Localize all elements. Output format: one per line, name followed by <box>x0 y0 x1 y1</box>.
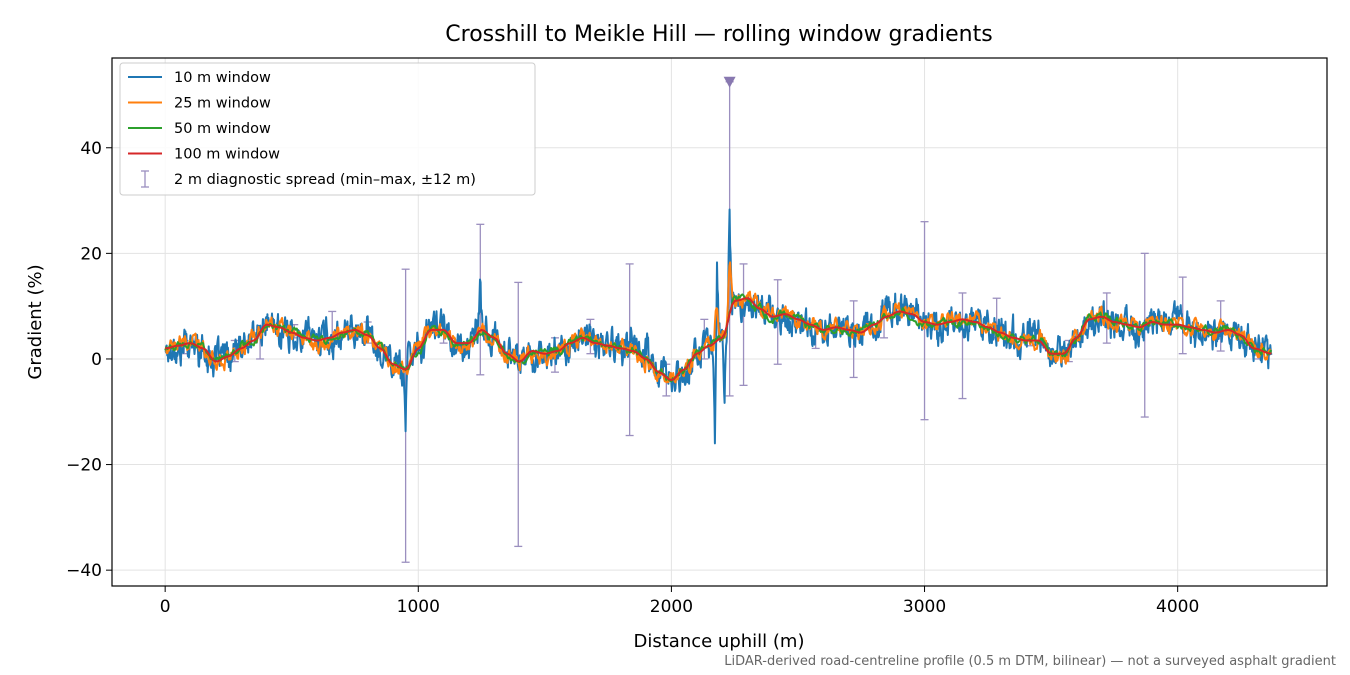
y-tick-label: 0 <box>91 350 102 370</box>
legend-label: 25 m window <box>174 96 271 112</box>
chart-title: Crosshill to Meikle Hill — rolling windo… <box>445 22 992 47</box>
legend-label: 50 m window <box>174 121 271 137</box>
plot-frame <box>111 57 1328 587</box>
x-tick-label: 1000 <box>397 597 440 617</box>
y-tick-label: −40 <box>66 561 102 581</box>
y-tick-label: 40 <box>80 139 102 159</box>
legend-label: 10 m window <box>174 70 271 86</box>
axis-ticks: 0 1000 2000 3000 4000 −40 −20 0 20 40 <box>66 139 1199 617</box>
series-lines <box>164 208 1273 445</box>
x-axis-label: Distance uphill (m) <box>634 631 805 652</box>
footnote: LiDAR-derived road-centreline profile (0… <box>724 654 1336 669</box>
legend: 10 m window 25 m window 50 m window 100 m w… <box>119 62 536 196</box>
y-axis-label: Gradient (%) <box>25 264 46 379</box>
x-tick-label: 4000 <box>1156 597 1199 617</box>
x-tick-label: 3000 <box>903 597 946 617</box>
legend-label: 100 m window <box>174 147 280 163</box>
grid <box>112 58 1327 586</box>
series-line-100-m-window <box>165 297 1272 382</box>
outlier-marker <box>723 76 736 88</box>
legend-box <box>119 62 536 196</box>
x-tick-label: 2000 <box>650 597 693 617</box>
x-tick-label: 0 <box>160 597 171 617</box>
y-tick-label: −20 <box>66 456 102 476</box>
y-tick-label: 20 <box>80 244 102 264</box>
legend-label: 2 m diagnostic spread (min–max, ±12 m) <box>174 172 476 188</box>
